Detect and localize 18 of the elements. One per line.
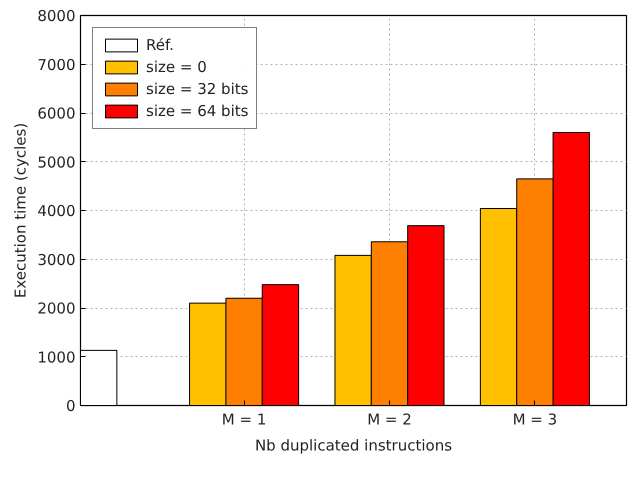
y-tick-label: 8000 (37, 7, 76, 25)
x-tick-label: M = 3 (512, 410, 558, 428)
legend-label: size = 64 bits (146, 102, 248, 120)
y-tick-label: 4000 (37, 202, 76, 220)
y-tick-label: 7000 (37, 56, 76, 74)
y-tick-label: 6000 (37, 104, 76, 122)
x-tick-label: M = 1 (222, 410, 266, 428)
y-tick-label: 5000 (37, 153, 76, 172)
y-axis-title: Execution time (cycles) (11, 122, 30, 298)
legend-label: size = 32 bits (146, 80, 248, 98)
y-tick-label: 0 (66, 397, 76, 415)
legend-label: size = 0 (146, 58, 207, 76)
x-tick-label: M = 2 (367, 410, 412, 428)
legend-label: Réf. (146, 36, 174, 54)
y-tick-label: 1000 (37, 348, 76, 366)
x-axis-title: Nb duplicated instructions (254, 436, 452, 454)
y-tick-label: 2000 (37, 300, 76, 318)
y-tick-label: 3000 (37, 250, 76, 269)
